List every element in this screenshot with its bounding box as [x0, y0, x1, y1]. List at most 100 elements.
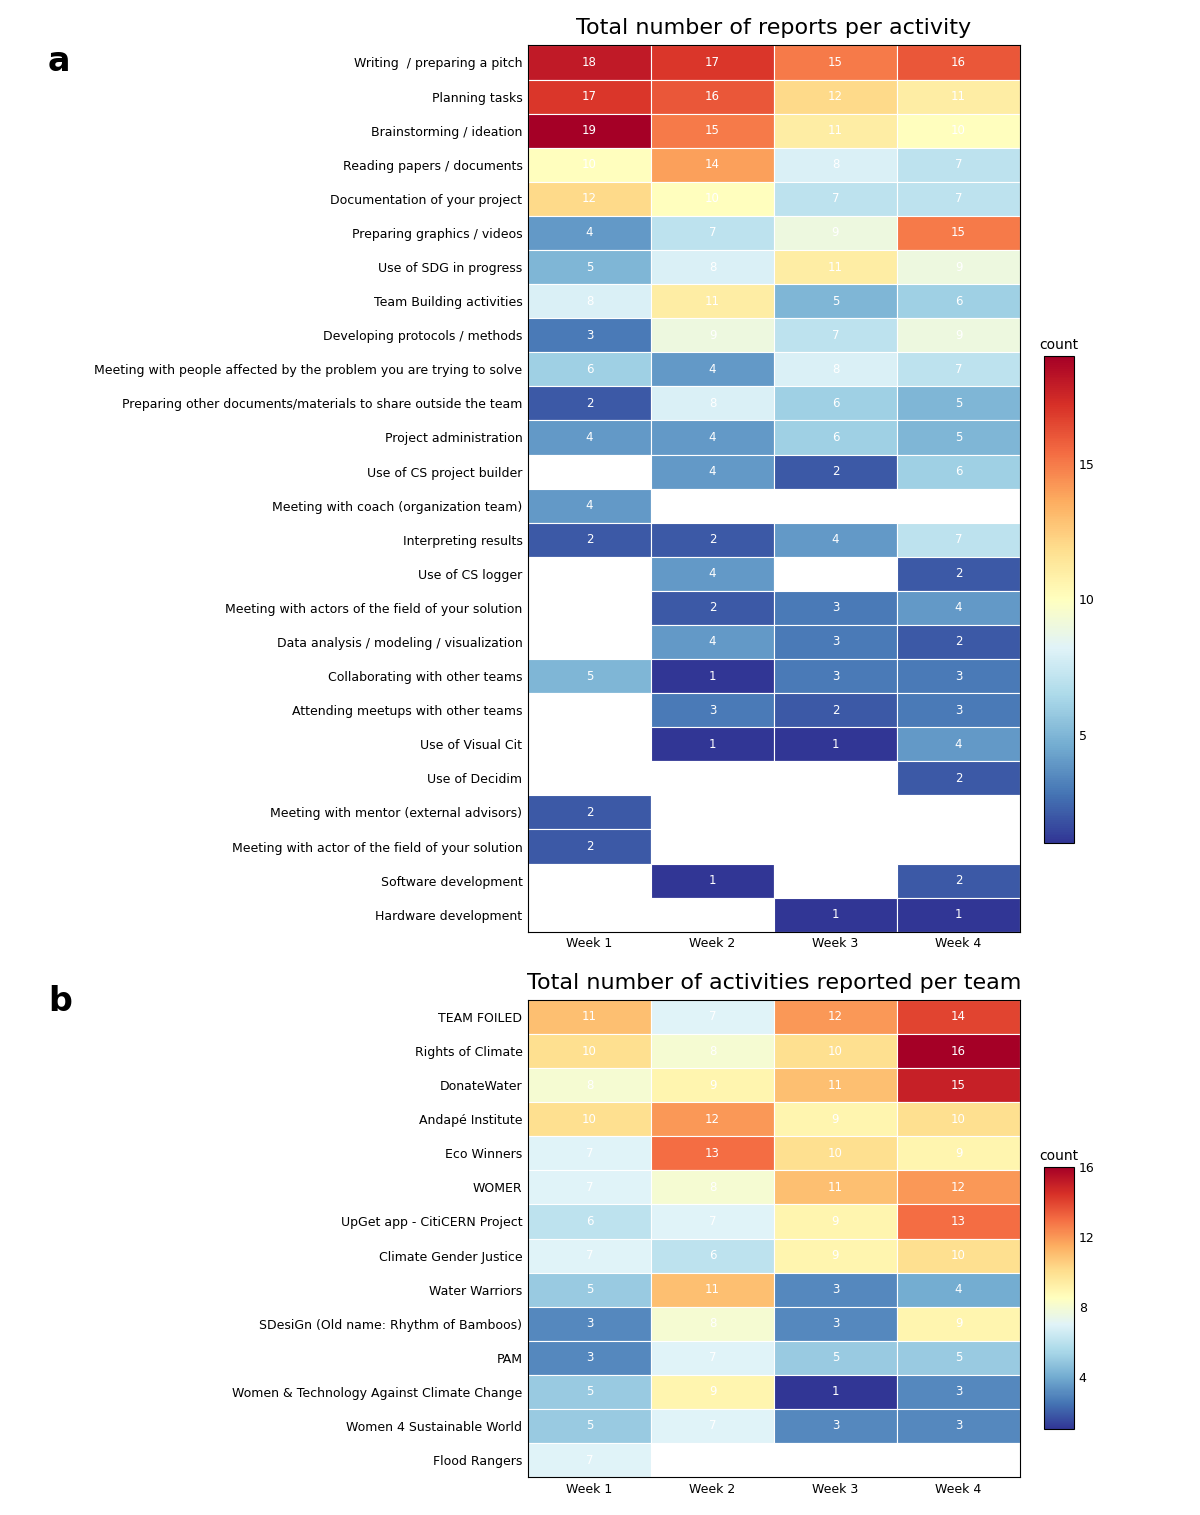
Bar	[898, 1103, 1020, 1136]
Bar	[898, 45, 1020, 79]
Bar	[528, 351, 650, 386]
Text: b: b	[48, 985, 72, 1018]
Bar	[774, 1171, 898, 1204]
Text: 12: 12	[582, 192, 598, 206]
Text: 7: 7	[709, 1215, 716, 1229]
Bar	[898, 1306, 1020, 1341]
Bar	[528, 1239, 650, 1273]
Text: 3: 3	[586, 1317, 593, 1330]
Text: 11: 11	[828, 124, 842, 138]
Text: 3: 3	[955, 703, 962, 717]
Text: 3: 3	[832, 601, 839, 615]
Bar	[898, 1068, 1020, 1103]
Text: 8: 8	[709, 397, 716, 411]
Bar	[528, 795, 650, 830]
Text: 16: 16	[706, 89, 720, 103]
Bar	[650, 45, 774, 79]
Text: 9: 9	[955, 329, 962, 342]
Text: 12: 12	[952, 1180, 966, 1194]
Title: Total number of activities reported per team: Total number of activities reported per …	[527, 973, 1021, 992]
Text: 4: 4	[586, 226, 593, 239]
Bar	[774, 386, 898, 420]
Text: 2: 2	[955, 567, 962, 580]
Bar	[528, 1000, 650, 1035]
Text: 2: 2	[586, 533, 593, 547]
Bar	[774, 1068, 898, 1103]
Text: 10: 10	[706, 192, 720, 206]
Text: 4: 4	[832, 533, 839, 547]
Bar	[898, 795, 1020, 830]
Bar	[774, 182, 898, 217]
Text: 3: 3	[832, 670, 839, 683]
Text: 7: 7	[709, 1351, 716, 1365]
Text: 9: 9	[832, 1112, 839, 1126]
Text: 2: 2	[709, 533, 716, 547]
Text: 7: 7	[955, 158, 962, 171]
Text: 7: 7	[955, 533, 962, 547]
Bar	[528, 454, 650, 488]
Bar	[528, 830, 650, 864]
Bar	[650, 420, 774, 454]
Bar	[774, 420, 898, 454]
Text: 3: 3	[832, 1420, 839, 1433]
Bar	[528, 1068, 650, 1103]
Bar	[650, 79, 774, 114]
Bar	[898, 1171, 1020, 1204]
Text: 11: 11	[706, 1283, 720, 1297]
Bar	[774, 351, 898, 386]
Bar	[650, 1341, 774, 1376]
Text: 3: 3	[955, 670, 962, 683]
Text: 5: 5	[586, 1420, 593, 1433]
Bar	[650, 488, 774, 523]
Text: 4: 4	[709, 567, 716, 580]
Bar	[650, 830, 774, 864]
Text: 5: 5	[586, 1283, 593, 1297]
Text: 10: 10	[828, 1147, 842, 1160]
Text: 4: 4	[955, 1283, 962, 1297]
Bar	[774, 148, 898, 182]
Bar	[898, 148, 1020, 182]
Bar	[528, 694, 650, 727]
Text: 10: 10	[952, 124, 966, 138]
Bar	[774, 1273, 898, 1306]
Bar	[650, 250, 774, 285]
Bar	[898, 897, 1020, 932]
Text: 17: 17	[706, 56, 720, 70]
Bar	[774, 1204, 898, 1239]
Title: count: count	[1039, 1148, 1079, 1164]
Bar	[528, 1376, 650, 1409]
Bar	[774, 285, 898, 318]
Bar	[774, 694, 898, 727]
Bar	[650, 1409, 774, 1442]
Bar	[898, 1136, 1020, 1171]
Text: 9: 9	[709, 329, 716, 342]
Bar	[774, 45, 898, 79]
Text: 8: 8	[709, 1044, 716, 1057]
Text: 5: 5	[832, 1351, 839, 1365]
Text: 15: 15	[952, 1079, 966, 1092]
Bar	[650, 795, 774, 830]
Text: 18: 18	[582, 56, 596, 70]
Bar	[528, 1306, 650, 1341]
Bar	[898, 318, 1020, 353]
Text: 11: 11	[828, 1180, 842, 1194]
Text: 5: 5	[955, 397, 962, 411]
Text: 10: 10	[952, 1112, 966, 1126]
Bar	[528, 558, 650, 591]
Text: 1: 1	[709, 874, 716, 888]
Text: 11: 11	[828, 261, 842, 274]
Text: 3: 3	[832, 635, 839, 648]
Bar	[528, 1409, 650, 1442]
Text: 7: 7	[955, 192, 962, 206]
Bar	[650, 1000, 774, 1035]
Text: 7: 7	[832, 329, 839, 342]
Text: 3: 3	[832, 1317, 839, 1330]
Text: 2: 2	[709, 601, 716, 615]
Text: 4: 4	[586, 430, 593, 444]
Bar	[650, 626, 774, 659]
Title: Total number of reports per activity: Total number of reports per activity	[576, 18, 972, 38]
Text: 15: 15	[952, 226, 966, 239]
Text: 2: 2	[955, 771, 962, 785]
Text: 3: 3	[586, 329, 593, 342]
Text: 7: 7	[709, 1011, 716, 1024]
